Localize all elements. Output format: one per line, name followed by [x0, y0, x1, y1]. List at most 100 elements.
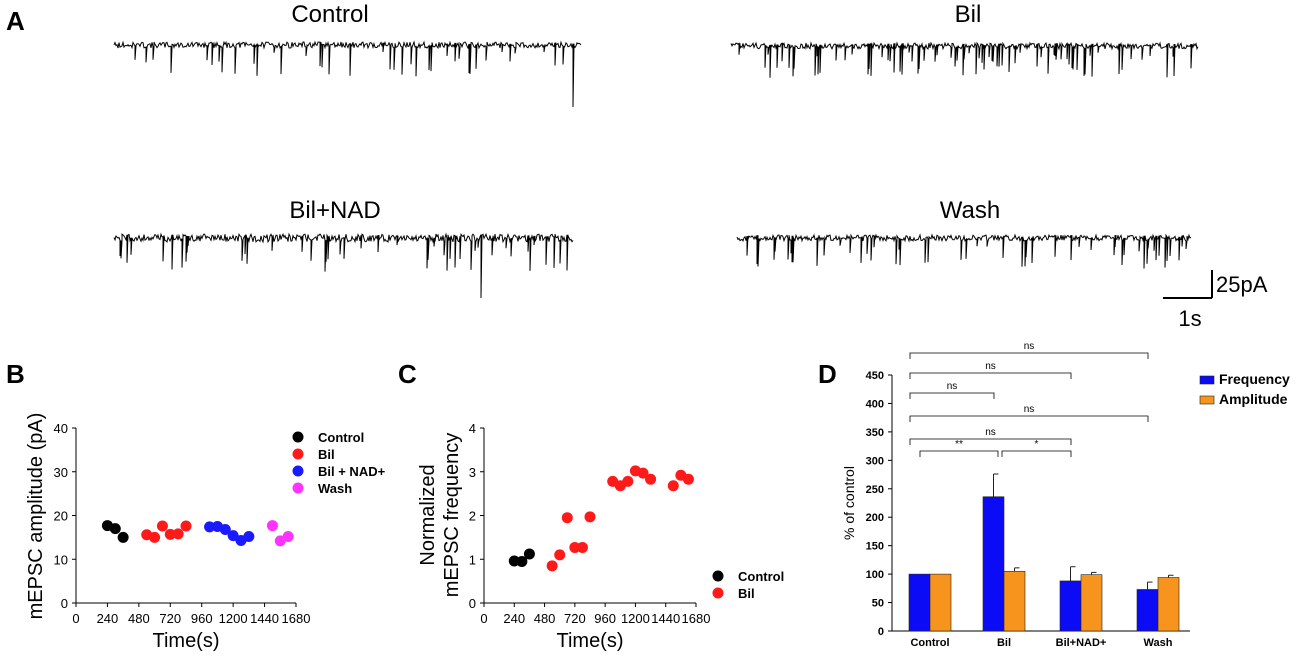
panel-letter-b: B — [6, 359, 25, 389]
panel-d-bars: Control Bil Bil+NAD+ Wash — [908, 473, 1180, 649]
y-tick-label: 3 — [469, 465, 476, 480]
category-label: Bil — [997, 637, 1011, 649]
x-tick-label: 480 — [534, 611, 556, 626]
y-tick-label: 0 — [61, 596, 68, 611]
panel-c-legend: Control Bil — [712, 569, 784, 601]
significance-bracket: ** — [919, 439, 999, 457]
significance-bracket: * — [1001, 439, 1072, 457]
panel-c-y-label-line-1: Normalized — [417, 464, 439, 565]
significance-bracket: ns — [909, 361, 1072, 379]
significance-line — [909, 372, 1072, 379]
trace-title-bil-nad: Bil+NAD — [289, 197, 380, 224]
y-tick-label: 50 — [872, 598, 884, 610]
panel-b-legend: Control Bil Bil + NAD+ Wash — [292, 430, 386, 496]
legend-label: Amplitude — [1219, 391, 1288, 407]
data-point — [282, 531, 294, 542]
legend-marker — [292, 448, 304, 460]
y-tick-label: 4 — [469, 421, 476, 436]
panel-c-y-label-line-2: mEPSC frequency — [441, 433, 463, 598]
category-label: Control — [910, 637, 949, 649]
data-point — [243, 531, 255, 542]
significance-label: ** — [955, 439, 963, 450]
panel-b-ticks: 0 240 480 720 960 1200 1440 1680 0 10 20 30 40 — [54, 421, 311, 626]
scale-bar-current-label: 25pA — [1216, 272, 1268, 297]
y-tick-label: 250 — [866, 484, 884, 496]
legend-marker — [292, 431, 304, 443]
legend-marker — [712, 587, 724, 599]
data-point — [227, 530, 239, 542]
legend-marker — [292, 482, 304, 494]
significance-bracket: ns — [909, 404, 1149, 422]
panel-b-points — [101, 520, 294, 547]
legend-label: Wash — [318, 481, 352, 496]
y-tick-label: 400 — [866, 398, 884, 410]
legend-label: Bil + NAD+ — [318, 464, 386, 479]
data-point — [667, 480, 679, 492]
y-tick-label: 0 — [878, 626, 884, 638]
panel-b-x-label: Time(s) — [152, 630, 219, 652]
data-point — [109, 523, 121, 535]
scale-bar-time-label: 1s — [1178, 306, 1201, 331]
trace-bil — [730, 41, 1199, 78]
x-tick-label: 1440 — [250, 611, 279, 626]
significance-label: ns — [985, 427, 996, 438]
legend-swatch — [1199, 375, 1215, 385]
trace-title-control: Control — [291, 1, 368, 28]
significance-label: ns — [1024, 404, 1035, 415]
y-tick-label: 150 — [866, 541, 884, 553]
x-tick-label: 1680 — [682, 611, 711, 626]
significance-line — [909, 415, 1149, 422]
x-tick-label: 1200 — [219, 611, 248, 626]
y-tick-label: 0 — [469, 596, 476, 611]
data-point — [149, 531, 161, 543]
y-tick-label: 2 — [469, 509, 476, 524]
significance-line — [919, 450, 999, 457]
panel-d-ticks: 0 50 100 150 200 250 300 350 400 450 — [866, 370, 892, 638]
x-tick-label: 240 — [97, 611, 119, 626]
bar — [1080, 574, 1103, 632]
bar — [1059, 580, 1082, 632]
significance-label: ns — [985, 361, 996, 372]
data-point — [637, 467, 649, 479]
legend-label: Bil — [738, 586, 755, 601]
data-point — [117, 531, 129, 543]
data-point — [180, 520, 192, 532]
trace-title-wash: Wash — [940, 197, 1000, 224]
y-tick-label: 40 — [54, 421, 68, 436]
x-tick-label: 960 — [594, 611, 616, 626]
panel-b-y-label: mEPSC amplitude (pA) — [25, 413, 47, 620]
panel-d-legend: Frequency Amplitude — [1199, 371, 1290, 407]
x-tick-label: 1200 — [621, 611, 650, 626]
data-point — [172, 528, 184, 540]
x-tick-label: 960 — [191, 611, 213, 626]
panel-b-chart: 0 240 480 720 960 1200 1440 1680 0 10 20 30 40 Contr… — [25, 413, 386, 652]
trace-bil-nad — [113, 232, 574, 299]
significance-label: * — [1035, 439, 1039, 450]
data-point — [682, 473, 694, 485]
panel-letter-d: D — [818, 359, 837, 389]
data-point — [554, 549, 566, 561]
x-tick-label: 480 — [128, 611, 150, 626]
category-label: Wash — [1144, 637, 1173, 649]
panel-c-chart: 0 240 480 720 960 1200 1440 1680 0 1 2 3 4 Control Bi… — [417, 421, 784, 652]
x-tick-label: 0 — [72, 611, 79, 626]
significance-line — [909, 352, 1149, 359]
data-point — [584, 511, 596, 523]
legend-marker — [292, 465, 304, 477]
bar — [1136, 589, 1159, 632]
x-tick-label: 240 — [503, 611, 525, 626]
significance-line — [1001, 450, 1072, 457]
bar — [929, 573, 952, 632]
category-label: Bil+NAD+ — [1056, 637, 1107, 649]
legend-label: Bil — [318, 447, 335, 462]
panel-c-points — [508, 465, 694, 572]
panel-d-y-label: % of control — [841, 466, 857, 540]
trace-wash — [736, 233, 1192, 269]
y-tick-label: 200 — [866, 512, 884, 524]
panel-c-ticks: 0 240 480 720 960 1200 1440 1680 0 1 2 3 4 — [469, 421, 711, 626]
panel-letter-a: A — [6, 6, 25, 36]
data-point — [561, 512, 573, 524]
